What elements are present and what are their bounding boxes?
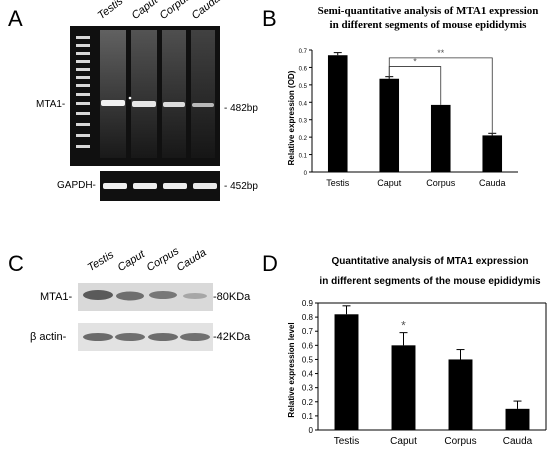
y-tick-label: 0.3 bbox=[299, 119, 308, 125]
chart-d-title-line1: Quantitative analysis of MTA1 expression bbox=[331, 256, 528, 267]
category-label-corpus: Corpus bbox=[444, 436, 476, 447]
bar-caput bbox=[379, 78, 400, 172]
chart-d-ylabel: Relative expression level bbox=[287, 322, 296, 417]
gel-image-mta1 bbox=[70, 26, 220, 166]
mta1-blot-label: MTA1- bbox=[40, 291, 73, 303]
chart-d: Quantitative analysis of MTA1 expression… bbox=[287, 256, 547, 447]
chart-d-title-line2: in different segments of the mouse epidi… bbox=[319, 276, 541, 287]
category-label-cauda: Cauda bbox=[503, 436, 533, 447]
gapdh-label: GAPDH- bbox=[57, 180, 96, 191]
chart-b-title-line1: Semi-quantitative analysis of MTA1 expre… bbox=[318, 5, 539, 17]
significance-star: ** bbox=[437, 48, 445, 58]
y-tick-label: 0.2 bbox=[299, 136, 308, 142]
category-label-corpus: Corpus bbox=[426, 178, 456, 188]
lane-label-testis: Testis bbox=[95, 0, 126, 22]
blot-lane-cauda: Cauda bbox=[174, 246, 209, 274]
blot-lane-labels: Testis Caput Corpus Cauda bbox=[0, 240, 260, 280]
y-tick-label: 0.9 bbox=[302, 299, 314, 308]
bar-cauda bbox=[482, 135, 503, 172]
lane-label-caput: Caput bbox=[129, 0, 161, 22]
bar-corpus bbox=[430, 104, 451, 172]
blot-lane-caput: Caput bbox=[115, 248, 147, 274]
y-tick-label: 0.4 bbox=[302, 370, 314, 379]
panel-letter-d: D bbox=[262, 251, 278, 276]
category-label-cauda: Cauda bbox=[479, 178, 506, 188]
lane-label-cauda: Cauda bbox=[189, 0, 223, 22]
y-tick-label: 0.6 bbox=[299, 66, 308, 72]
y-tick-label: 0.1 bbox=[302, 412, 314, 421]
y-tick-label: 0.3 bbox=[302, 384, 314, 393]
mta1-pcr-label: MTA1- bbox=[36, 99, 66, 110]
significance-star: * bbox=[413, 57, 417, 67]
mta1-blot-size: -80KDa bbox=[213, 291, 251, 303]
y-tick-label: 0.7 bbox=[302, 327, 314, 336]
panel-letter-b: B bbox=[262, 6, 277, 31]
category-label-caput: Caput bbox=[377, 178, 402, 188]
y-tick-label: 0.7 bbox=[299, 49, 308, 55]
significance-star: * bbox=[401, 319, 406, 333]
y-tick-label: 0 bbox=[304, 171, 308, 177]
significance-bracket bbox=[388, 57, 493, 136]
gapdh-size: - 452bp bbox=[224, 181, 258, 192]
y-tick-label: 0.5 bbox=[302, 355, 314, 364]
blot-lane-corpus: Corpus bbox=[144, 245, 182, 274]
y-tick-label: 0.8 bbox=[302, 313, 314, 322]
actin-blot-size: -42KDa bbox=[213, 331, 251, 343]
blot-lane-testis: Testis bbox=[85, 248, 117, 274]
panel-letter-a: A bbox=[8, 6, 23, 31]
bar-testis bbox=[334, 314, 359, 430]
y-tick-label: 0.4 bbox=[299, 101, 308, 107]
mta1-pcr-size: - 482bp bbox=[224, 103, 258, 114]
y-tick-label: 0.1 bbox=[299, 154, 308, 160]
category-label-testis: Testis bbox=[334, 436, 360, 447]
lane-label-corpus: Corpus bbox=[157, 0, 193, 23]
blot-image-actin bbox=[78, 323, 213, 351]
gel-image-gapdh bbox=[100, 171, 220, 201]
bar-testis bbox=[327, 55, 348, 172]
y-tick-label: 0 bbox=[309, 426, 314, 435]
bar-caput bbox=[391, 345, 416, 430]
chart-b: Semi-quantitative analysis of MTA1 expre… bbox=[287, 5, 539, 188]
category-label-testis: Testis bbox=[326, 178, 350, 188]
panel-letter-c: C bbox=[8, 251, 24, 276]
y-tick-label: 0.2 bbox=[302, 398, 314, 407]
chart-b-title-line2: in different segments of mouse epididymi… bbox=[330, 19, 528, 31]
bar-cauda bbox=[505, 408, 530, 430]
blot-image-mta1 bbox=[78, 283, 213, 311]
y-tick-label: 0.6 bbox=[302, 341, 314, 350]
chart-b-ylabel: Relative expression (OD) bbox=[287, 70, 296, 165]
category-label-caput: Caput bbox=[390, 436, 417, 447]
bar-corpus bbox=[448, 359, 473, 430]
actin-blot-label: β actin- bbox=[30, 331, 67, 343]
dna-ladder bbox=[76, 36, 90, 148]
y-tick-label: 0.5 bbox=[299, 84, 308, 90]
